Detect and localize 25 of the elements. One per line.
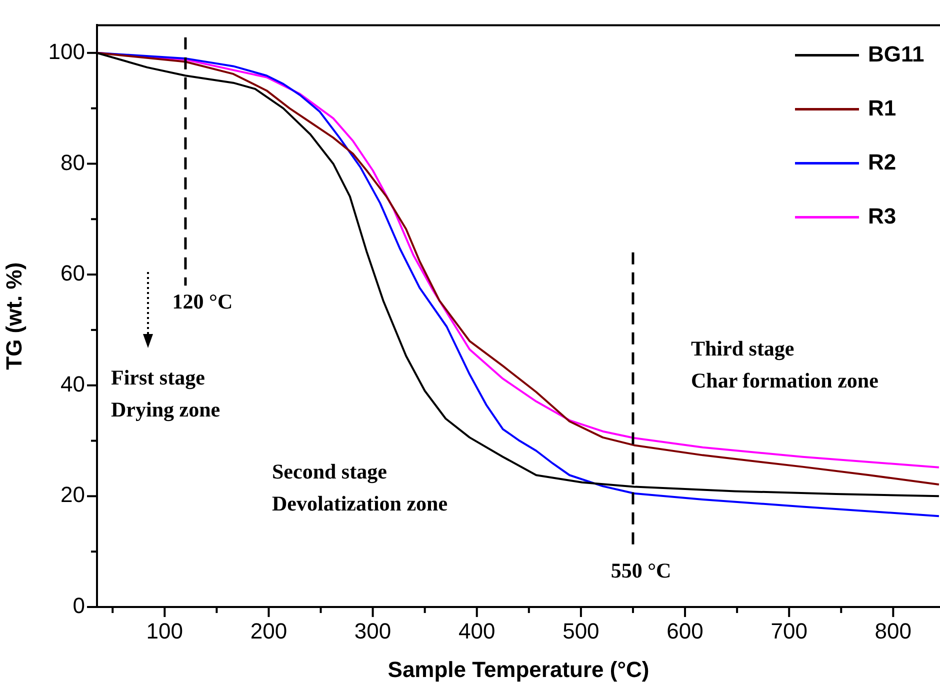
x-tick-label: 300 [354,618,392,644]
annotation: Second stage Devolatization zone [272,459,448,516]
x-tick-label: 700 [770,618,808,644]
ref-line-label: 120 °C [172,289,233,314]
x-tick-label: 200 [250,618,288,644]
annotation: First stage Drying zone [111,365,220,422]
x-tick-label: 800 [874,618,912,644]
ref-line-label: 550 °C [610,558,672,582]
legend-label: BG11 [868,41,924,66]
legend-label: R1 [868,95,896,120]
y-tick-label: 0 [72,593,85,618]
x-tick-label: 500 [562,618,600,644]
legend-label: R2 [868,149,896,174]
y-tick-label: 20 [60,482,85,508]
y-tick-label: 100 [48,38,85,64]
x-tick-label: 100 [146,618,184,644]
y-tick-label: 40 [60,371,85,396]
x-tick-label: 600 [666,618,704,644]
legend-label: R3 [868,203,896,228]
x-axis-title: Sample Temperature (°C) [388,656,650,682]
annotation: Third stage Char formation zone [691,336,878,392]
y-tick-label: 60 [60,260,85,286]
y-axis-title: TG (wt. %) [1,262,26,370]
y-tick-label: 80 [60,150,85,175]
x-tick-label: 400 [458,618,496,644]
